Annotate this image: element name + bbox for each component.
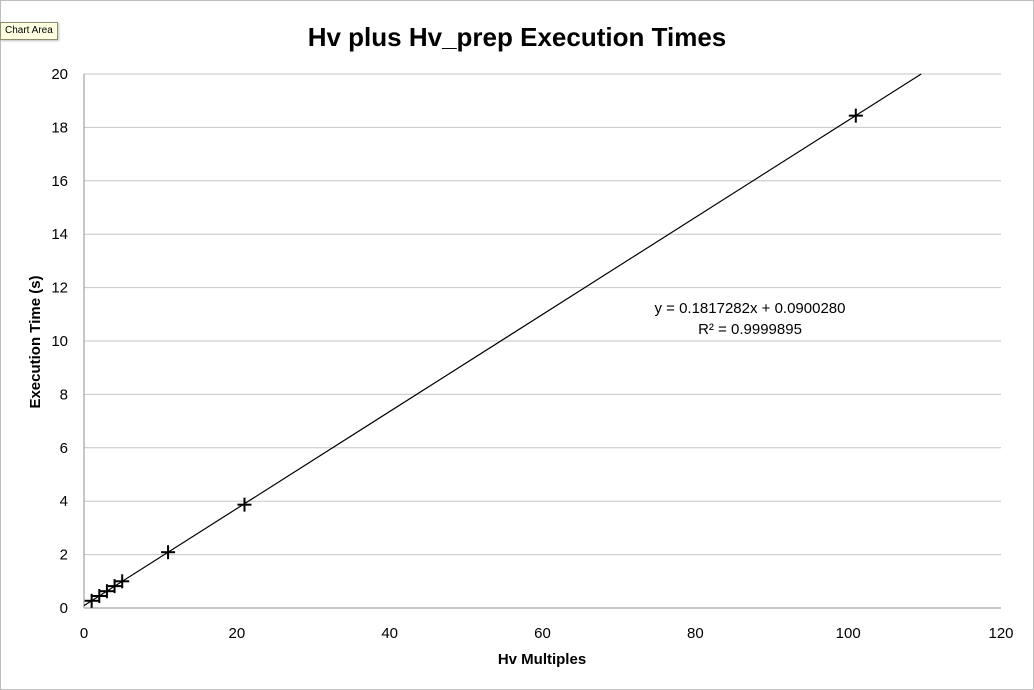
x-tick-label-60: 60 [534, 625, 551, 642]
data-point [848, 108, 863, 123]
trendline-r-squared: R² = 0.9999895 [698, 321, 802, 338]
y-tick-label-12: 12 [51, 280, 68, 297]
trendline[interactable] [83, 73, 922, 607]
data-point [99, 584, 114, 599]
y-tick-labels: 0 2 4 6 8 10 12 14 16 18 20 [51, 66, 68, 617]
y-tick-label-14: 14 [51, 226, 68, 243]
y-tick-label-18: 18 [51, 119, 68, 136]
data-point [161, 545, 176, 560]
gridlines [84, 73, 1001, 556]
x-tick-labels: 0 20 40 60 80 100 120 [80, 625, 1014, 642]
y-tick-label-20: 20 [51, 66, 68, 83]
data-point [115, 574, 130, 589]
data-point [84, 593, 99, 608]
y-tick-label-2: 2 [60, 547, 68, 564]
x-tick-label-40: 40 [381, 625, 398, 642]
x-tick-label-120: 120 [988, 625, 1013, 642]
chart-area-tooltip: Chart Area [0, 22, 58, 40]
x-tick-label-20: 20 [228, 625, 245, 642]
data-points [84, 108, 863, 608]
trendline-equation: y = 0.1817282x + 0.0900280 [654, 300, 845, 317]
chart-title: Hv plus Hv_prep Execution Times [308, 22, 727, 52]
x-axis-title: Hv Multiples [498, 651, 586, 668]
axes [83, 74, 1001, 609]
y-tick-label-0: 0 [60, 600, 68, 617]
y-tick-label-4: 4 [60, 493, 68, 510]
x-tick-label-0: 0 [80, 625, 88, 642]
y-axis-title: Execution Time (s) [27, 275, 44, 408]
data-point [237, 497, 252, 512]
y-tick-label-8: 8 [60, 386, 68, 403]
data-point [107, 579, 122, 594]
y-tick-label-10: 10 [51, 333, 68, 350]
x-tick-label-80: 80 [687, 625, 704, 642]
y-tick-label-6: 6 [60, 440, 68, 457]
y-tick-label-16: 16 [51, 173, 68, 190]
x-tick-label-100: 100 [836, 625, 861, 642]
data-point [92, 588, 107, 603]
